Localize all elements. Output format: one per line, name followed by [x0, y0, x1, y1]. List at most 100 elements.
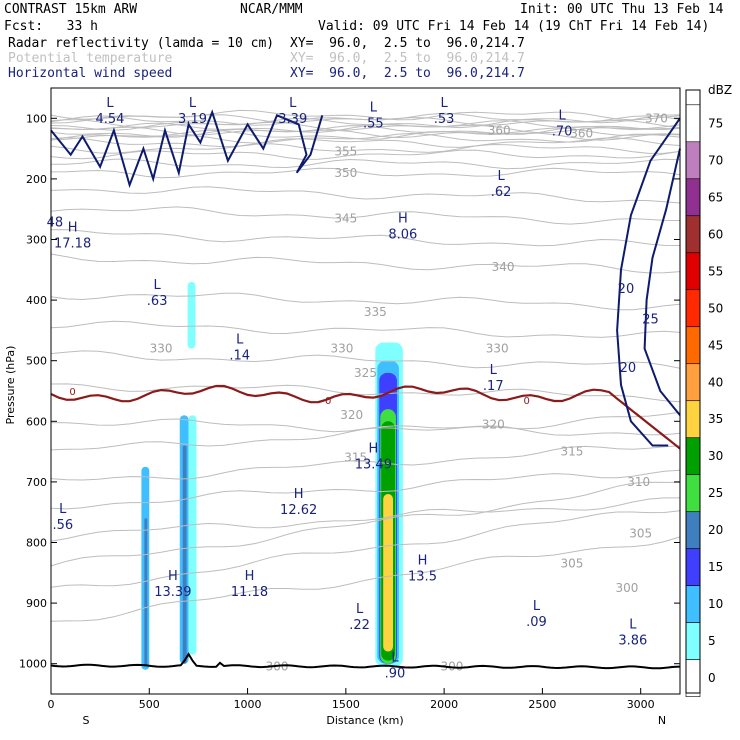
theta-contour [51, 158, 681, 170]
colorbar-swatch [685, 474, 701, 513]
colorbar-label: 70 [708, 153, 723, 167]
hl-value: 3.39 [278, 112, 307, 127]
hl-kind: H [68, 220, 78, 235]
field1-xy: XY= 96.0, 2.5 to 96.0,214.7 [290, 36, 525, 51]
theta-label: 320 [340, 408, 363, 422]
x-tick-label: 1500 [332, 698, 360, 711]
hl-marker: L.14 [229, 333, 250, 364]
hl-kind: L [391, 651, 399, 666]
theta-contour [50, 418, 681, 436]
theta-label: 360 [570, 126, 593, 140]
colorbar-label: 35 [708, 412, 723, 426]
colorbar-label: 5 [708, 634, 716, 648]
reflectivity-layer [141, 281, 403, 670]
reflectivity-cell [188, 415, 197, 655]
freezing-level-label: 0 [325, 396, 331, 407]
hl-kind: L [490, 363, 498, 378]
x-tick-label: 3000 [627, 698, 655, 711]
theta-contour [50, 481, 681, 567]
colorbar-label: 0 [708, 671, 716, 685]
y-tick-label: 300 [26, 234, 47, 247]
hl-marker: L.55 [363, 100, 384, 131]
hl-kind: L [441, 96, 449, 111]
reflectivity-cell [383, 494, 394, 652]
hl-kind: L [370, 100, 378, 115]
terrain-line [50, 652, 681, 670]
hl-kind: H [168, 569, 178, 584]
colorbar-label: 45 [708, 338, 723, 352]
hl-kind: L [629, 617, 637, 632]
colorbar-label: 65 [708, 190, 723, 204]
hl-marker: L.62 [491, 169, 512, 200]
center-label: NCAR/MMM [240, 2, 303, 17]
theta-contour [50, 497, 680, 542]
field3-name: Horizontal wind speed [8, 66, 173, 81]
hl-marker: L4.54 [95, 96, 124, 127]
hl-marker: H11.18 [231, 569, 268, 600]
theta-label: 305 [629, 526, 652, 540]
colorbar-swatch [685, 141, 701, 180]
hl-value: .56 [52, 518, 73, 533]
colorbar-swatch [685, 326, 701, 365]
hl-marker: L.09 [526, 599, 547, 630]
y-tick-label: 100 [26, 112, 47, 125]
reflectivity-cell [182, 445, 187, 664]
hl-marker: L3.86 [618, 617, 647, 648]
colorbar-swatch [685, 289, 701, 328]
hl-value: 3.19 [178, 112, 207, 127]
theta-label: 310 [627, 475, 650, 489]
x-tick-label: 2500 [528, 698, 556, 711]
y-tick-label: 400 [26, 294, 47, 307]
y-tick-label: 700 [26, 476, 47, 489]
wind-label: 48 [47, 215, 64, 230]
hl-marker: L.17 [483, 363, 504, 394]
theta-contour [50, 536, 681, 622]
colorbar-swatch [685, 363, 701, 402]
x-tick-label: 1000 [234, 698, 262, 711]
hl-marker: L.53 [434, 96, 455, 127]
hl-marker: L.63 [147, 278, 168, 309]
hl-marker: L3.19 [178, 96, 207, 127]
hl-value: .14 [229, 349, 250, 364]
theta-contour [50, 229, 681, 247]
hl-value: 3.86 [618, 633, 647, 648]
theta-label: 330 [486, 342, 509, 356]
theta-contour [50, 510, 681, 588]
colorbar-label: 75 [708, 116, 723, 130]
hl-kind: H [294, 487, 304, 502]
hl-kind: H [245, 569, 255, 584]
y-tick-label: 1000 [19, 658, 47, 671]
hl-value: 17.18 [54, 236, 91, 251]
hl-value: .63 [147, 294, 168, 309]
hl-kind: L [558, 108, 566, 123]
init-time: Init: 00 UTC Thu 13 Feb 14 [520, 2, 724, 17]
hl-value: .53 [434, 112, 455, 127]
colorbar-frame [685, 89, 701, 694]
colorbar-swatch [685, 178, 701, 217]
y-axis-label: Pressure (hPa) [4, 346, 17, 425]
colorbar-swatch [685, 400, 701, 439]
hl-kind: L [154, 278, 162, 293]
hl-marker: H13.49 [355, 442, 392, 473]
theta-label: 315 [560, 445, 583, 459]
hl-kind: L [356, 602, 364, 617]
x-tick-label: 2000 [430, 698, 458, 711]
colorbar-label: 40 [708, 375, 723, 389]
colorbar-label: 20 [708, 523, 723, 537]
hl-marker: H13.39 [154, 569, 191, 600]
theta-label: 315 [344, 451, 367, 465]
plot-frame [50, 87, 681, 695]
hl-kind: L [106, 96, 114, 111]
theta-label: 325 [354, 366, 377, 380]
terrain-layer [50, 652, 681, 670]
hl-marker: H12.62 [280, 487, 317, 518]
wind-contour [616, 117, 681, 447]
theta-label: 330 [330, 342, 353, 356]
theta-contour [50, 469, 681, 510]
freezing-level-line [50, 384, 681, 450]
field2-xy: XY= 96.0, 2.5 to 96.0,214.7 [290, 51, 525, 66]
colorbar-label: 10 [708, 597, 723, 611]
